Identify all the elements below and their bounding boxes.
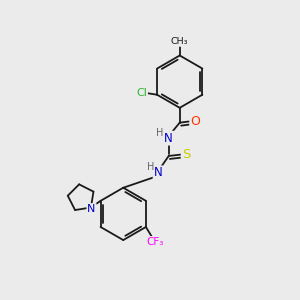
Text: CF₃: CF₃	[146, 237, 164, 247]
Text: N: N	[154, 167, 162, 179]
Text: H: H	[156, 128, 164, 138]
Text: S: S	[182, 148, 190, 161]
Text: N: N	[87, 204, 96, 214]
Text: N: N	[164, 132, 173, 145]
Text: H: H	[147, 162, 154, 172]
Text: O: O	[190, 115, 200, 128]
Text: CH₃: CH₃	[171, 37, 188, 46]
Text: Cl: Cl	[136, 88, 147, 98]
